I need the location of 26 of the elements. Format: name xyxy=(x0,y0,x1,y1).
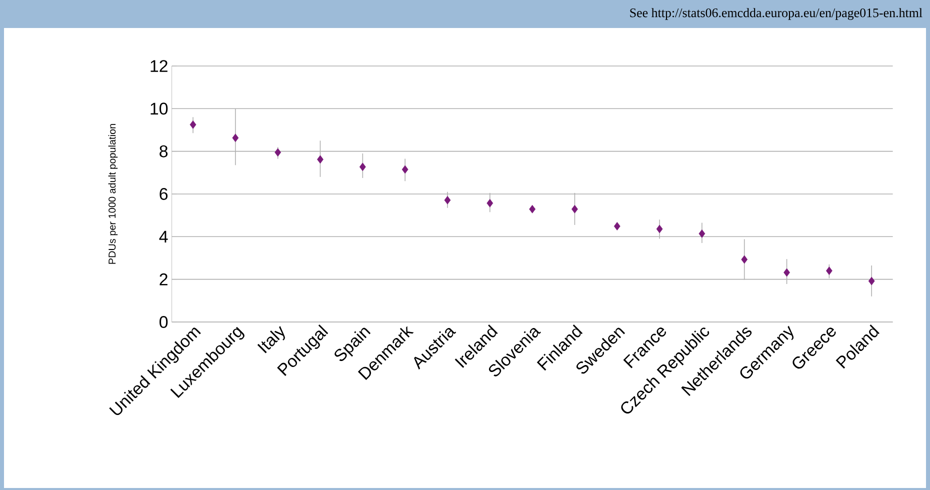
point xyxy=(486,198,494,208)
y-tick-label: 12 xyxy=(150,60,168,72)
y-axis-title: PDUs per 1000 adult population xyxy=(108,124,118,264)
point xyxy=(698,229,706,238)
point xyxy=(317,155,324,164)
point xyxy=(402,165,408,174)
point xyxy=(868,276,875,286)
y-tick-label: 6 xyxy=(160,188,168,200)
point xyxy=(656,224,663,234)
y-tick-label: 4 xyxy=(159,230,168,242)
point xyxy=(784,268,790,277)
point xyxy=(741,255,748,264)
y-tick-label: 10 xyxy=(150,102,168,115)
point xyxy=(614,222,620,230)
point xyxy=(359,162,366,172)
y-tick-label: 2 xyxy=(160,273,168,286)
y-tick-label: 0 xyxy=(160,316,168,328)
point xyxy=(190,120,196,129)
text: See http://stats06.emcdda.europa.eu/en/page015-en.html xyxy=(630,8,922,20)
y-tick-label: 8 xyxy=(160,145,168,158)
point xyxy=(444,196,451,204)
point xyxy=(529,204,536,214)
point xyxy=(572,204,578,214)
point xyxy=(232,134,239,142)
point xyxy=(274,148,282,157)
point xyxy=(826,266,832,275)
